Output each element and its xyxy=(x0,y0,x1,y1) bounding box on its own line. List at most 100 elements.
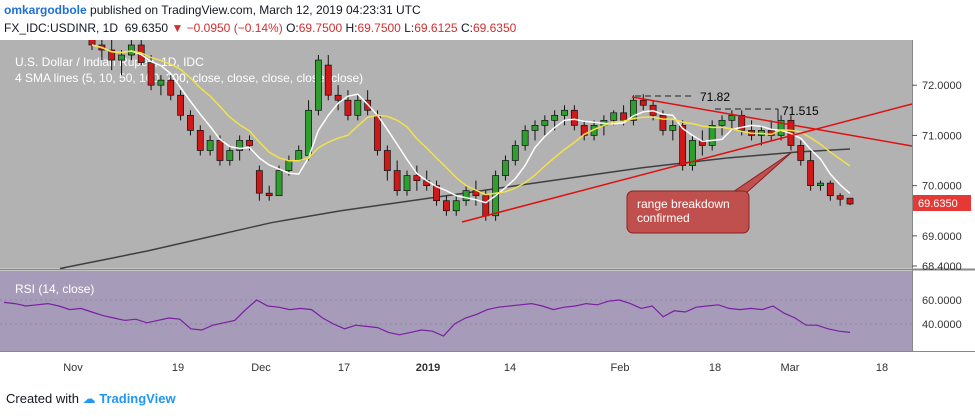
rsi-line xyxy=(3,299,851,337)
candle-body xyxy=(836,195,844,200)
candle-body xyxy=(541,119,549,126)
sma-5-line xyxy=(91,44,851,204)
candle-body xyxy=(108,49,116,61)
open-label: O: xyxy=(286,21,299,35)
callout-text-line-1: range breakdown xyxy=(637,197,730,211)
published-text: published on TradingView.com, March 12, … xyxy=(90,3,421,17)
trendlines: 71.82 71.515 xyxy=(461,90,913,223)
close-value: 69.6350 xyxy=(472,21,517,35)
candle-body xyxy=(206,140,214,151)
candle-body xyxy=(698,140,706,146)
candle-body xyxy=(659,114,667,131)
price-tick-label: 69.0000 xyxy=(922,231,962,243)
candle-body xyxy=(196,130,204,151)
candle-body xyxy=(305,109,312,156)
symbol-label: FX_IDC:USDINR, 1D xyxy=(4,21,119,35)
time-tick-label: 2019 xyxy=(416,362,440,374)
candle-body xyxy=(147,62,155,86)
candle-body xyxy=(334,94,342,101)
author-link[interactable]: omkargodbole xyxy=(4,3,87,17)
candle-body xyxy=(315,59,322,111)
candle-body xyxy=(157,79,165,86)
rsi-label: RSI (14, close) xyxy=(15,282,94,296)
candle-body xyxy=(521,130,529,146)
candle-body xyxy=(403,175,411,192)
candle-body xyxy=(610,112,618,121)
sma-10-line xyxy=(91,44,851,196)
candle-body xyxy=(216,140,224,161)
candle-body xyxy=(285,160,293,171)
callout-text-line-2: confirmed xyxy=(637,211,690,225)
candle-body xyxy=(383,150,391,171)
ascending-trendline[interactable] xyxy=(461,103,913,223)
publish-info: omkargodbole published on TradingView.co… xyxy=(4,3,421,17)
candle-body xyxy=(817,182,824,186)
candle-body xyxy=(689,140,696,166)
candle-body xyxy=(374,114,381,151)
candle-body xyxy=(807,160,815,186)
price-chart[interactable]: 72.0000 71.0000 70.0000 69.0000 68.4000 Nov 1… xyxy=(0,40,975,377)
candle-body xyxy=(187,114,194,131)
candle-body xyxy=(127,44,135,56)
time-tick-label: Dec xyxy=(251,362,271,374)
time-tick-label: 14 xyxy=(504,362,516,374)
candle-body xyxy=(226,150,234,161)
rsi-tick-label: 40.0000 xyxy=(922,319,962,331)
change-value: ▼ −0.0950 (−0.14%) xyxy=(171,21,283,35)
descending-trendline[interactable] xyxy=(631,96,913,147)
close-label: C: xyxy=(460,21,473,35)
candle-body xyxy=(452,200,460,212)
candle-body xyxy=(265,192,273,197)
price-axis-ticks: 72.0000 71.0000 70.0000 69.0000 68.4000 xyxy=(912,80,962,273)
level-71.82-label: 71.82 xyxy=(700,90,730,104)
candle-body xyxy=(167,79,175,96)
candle-body xyxy=(630,99,637,121)
candle-body xyxy=(511,145,519,161)
candle-body xyxy=(275,170,283,197)
level-71.515-label: 71.515 xyxy=(782,104,819,118)
callout-box[interactable]: range breakdown confirmed xyxy=(626,151,793,234)
candle-body xyxy=(482,195,490,217)
created-with-text: Created with xyxy=(6,391,79,406)
time-axis-ticks: Nov 19 Dec 17 2019 14 Feb 18 Mar 18 xyxy=(63,362,888,374)
candle-body xyxy=(324,64,332,96)
candle-body xyxy=(846,197,854,205)
candle-body xyxy=(393,170,401,192)
low-value: 69.6125 xyxy=(414,21,458,35)
candle-body xyxy=(255,170,263,194)
low-label: L: xyxy=(404,21,415,35)
rsi-pane-background xyxy=(0,271,912,351)
high-value: 69.7500 xyxy=(357,21,401,35)
time-axis-background[interactable] xyxy=(0,351,975,377)
indicator-label: 4 SMA lines (5, 10, 50, 100, 200, close,… xyxy=(15,71,363,85)
candle-body xyxy=(295,150,303,161)
candle-body xyxy=(738,114,746,131)
footer-branding: Created with ☁ TradingView xyxy=(6,391,176,407)
candle-body xyxy=(679,125,687,166)
time-tick-label: 17 xyxy=(338,362,350,374)
candle-body xyxy=(177,94,184,116)
candle-body xyxy=(708,125,716,146)
last-price: 69.6350 xyxy=(124,21,169,35)
time-tick-label: Nov xyxy=(63,362,83,374)
tradingview-brand-link[interactable]: TradingView xyxy=(99,391,176,406)
last-price-tag: 69.6350 xyxy=(913,195,971,211)
candle-body xyxy=(433,185,440,202)
candle-body xyxy=(777,119,785,136)
candle-body xyxy=(442,200,450,212)
candle-body xyxy=(639,99,647,106)
candle-body xyxy=(797,145,805,161)
candle-body xyxy=(246,140,253,146)
time-tick-label: Feb xyxy=(611,362,630,374)
candle-body xyxy=(620,112,627,121)
candle-body xyxy=(502,160,509,176)
high-label: H: xyxy=(345,21,358,35)
price-tick-label: 70.0000 xyxy=(922,181,962,193)
rsi-tick-label: 60.0000 xyxy=(922,295,962,307)
candle-body xyxy=(354,99,362,116)
candle-body xyxy=(88,40,96,46)
price-tick-label: 72.0000 xyxy=(922,80,962,92)
candle-body xyxy=(344,99,352,116)
candle-body xyxy=(580,125,588,136)
candle-body xyxy=(551,114,559,121)
